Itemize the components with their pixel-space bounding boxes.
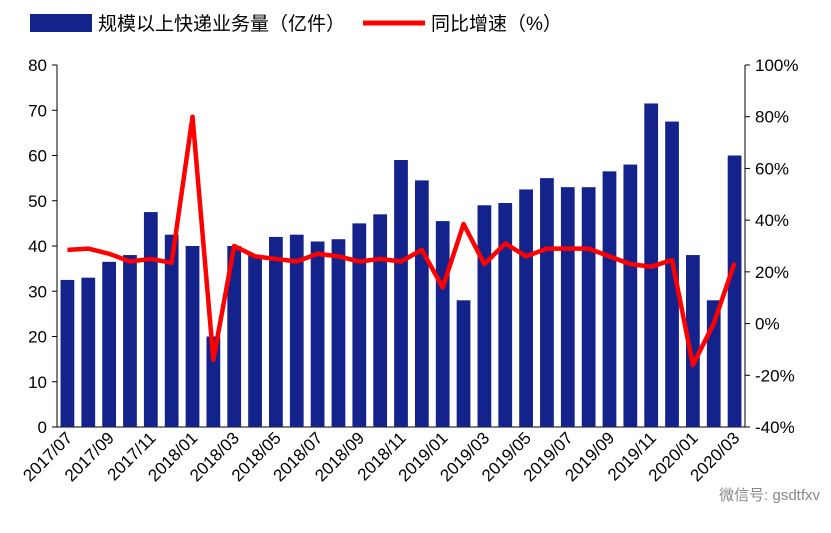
y2-tick-label: -20% bbox=[755, 366, 795, 385]
y-tick-label: 40 bbox=[28, 237, 47, 256]
bar bbox=[727, 155, 742, 427]
bar bbox=[477, 205, 492, 427]
bar bbox=[164, 234, 179, 427]
bar bbox=[685, 255, 700, 427]
y2-tick-label: -40% bbox=[755, 418, 795, 437]
bar bbox=[248, 255, 262, 427]
y-tick-label: 70 bbox=[28, 101, 47, 120]
bar bbox=[352, 223, 367, 427]
y2-tick-label: 0% bbox=[755, 315, 780, 334]
bar bbox=[581, 187, 596, 427]
bar bbox=[123, 255, 137, 427]
bar bbox=[519, 189, 533, 427]
bar bbox=[269, 236, 283, 427]
legend-label: 同比增速（%） bbox=[431, 13, 562, 35]
y2-tick-label: 40% bbox=[755, 211, 789, 230]
y-tick-label: 10 bbox=[28, 373, 47, 392]
bar bbox=[456, 300, 471, 427]
bar bbox=[60, 279, 75, 427]
watermark: 微信号: gsdtfxv bbox=[719, 487, 820, 504]
legend-swatch bbox=[30, 14, 92, 32]
bar bbox=[540, 178, 554, 427]
bar bbox=[81, 277, 96, 427]
y-tick-label: 0 bbox=[38, 418, 47, 437]
y-tick-label: 20 bbox=[28, 328, 47, 347]
bar bbox=[185, 246, 200, 427]
bar bbox=[143, 212, 158, 427]
bar bbox=[331, 239, 346, 427]
bar bbox=[623, 164, 638, 428]
line bbox=[67, 114, 737, 368]
y2-tick-label: 20% bbox=[755, 263, 789, 282]
bar bbox=[560, 187, 575, 427]
bar bbox=[435, 221, 450, 427]
bar bbox=[102, 261, 117, 427]
bar bbox=[602, 171, 617, 427]
bar bbox=[414, 180, 429, 427]
y-tick-label: 80 bbox=[28, 56, 47, 75]
bar bbox=[227, 246, 242, 427]
y2-tick-label: 100% bbox=[755, 56, 798, 75]
bar bbox=[665, 121, 679, 427]
y-tick-label: 30 bbox=[28, 282, 47, 301]
y-tick-label: 60 bbox=[28, 147, 47, 166]
legend-label: 规模以上快递业务量（亿件） bbox=[98, 13, 345, 35]
bar bbox=[206, 336, 221, 427]
bar bbox=[373, 214, 388, 427]
bar bbox=[289, 234, 304, 427]
bar bbox=[310, 241, 325, 427]
bar bbox=[394, 160, 408, 427]
y-tick-label: 50 bbox=[28, 192, 47, 211]
y2-tick-label: 80% bbox=[755, 108, 789, 127]
y2-tick-label: 60% bbox=[755, 159, 789, 178]
bar bbox=[498, 203, 513, 427]
